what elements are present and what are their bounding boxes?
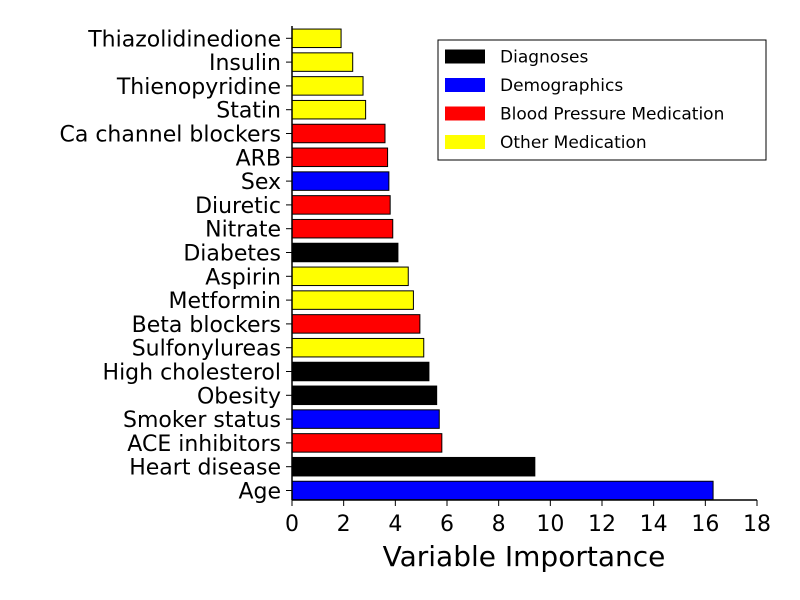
- category-label-nitrate: Nitrate: [205, 218, 281, 243]
- category-label-heart-disease: Heart disease: [129, 456, 281, 481]
- category-label-aspirin: Aspirin: [205, 265, 281, 290]
- category-label-high-cholesterol: High cholesterol: [103, 361, 281, 386]
- legend-label-demographics: Demographics: [500, 76, 623, 96]
- category-label-metformin: Metformin: [169, 289, 282, 314]
- bar-beta-blockers: [291, 314, 421, 334]
- category-label-smoker-status: Smoker status: [123, 408, 281, 433]
- category-label-arb: ARB: [236, 146, 281, 171]
- category-label-diabetes: Diabetes: [183, 242, 281, 267]
- x-tick-label: 2: [337, 512, 351, 537]
- legend-label-blood-pressure-medication: Blood Pressure Medication: [500, 105, 724, 125]
- legend: Diagnoses Demographics Blood Pressure Medi…: [437, 39, 767, 161]
- legend-label-diagnoses: Diagnoses: [500, 48, 589, 68]
- category-label-sex: Sex: [241, 170, 281, 195]
- bar-nitrate: [291, 218, 394, 239]
- bar-smoker-status: [291, 409, 440, 429]
- bar-diuretic: [291, 195, 391, 215]
- category-label-beta-blockers: Beta blockers: [132, 313, 281, 338]
- bar-thienopyridine: [291, 76, 364, 96]
- bar-obesity: [291, 385, 438, 406]
- bar-sulfonylureas: [291, 337, 425, 358]
- legend-swatch-demographics: [445, 78, 485, 92]
- bar-metformin: [291, 290, 414, 310]
- x-tick-label: 14: [640, 512, 668, 537]
- x-axis-ticks: 0 2 4 6 8 10 12 14 16 18: [285, 500, 771, 537]
- x-tick-label: 10: [536, 512, 564, 537]
- category-label-insulin: Insulin: [209, 51, 281, 76]
- x-axis-title: Variable Importance: [383, 540, 666, 573]
- bar-ace-inhibitors: [291, 433, 443, 453]
- x-tick-label: 16: [691, 512, 719, 537]
- bar-statin: [291, 99, 367, 120]
- category-label-ace-inhibitors: ACE inhibitors: [127, 432, 281, 457]
- category-label-statin: Statin: [216, 99, 281, 124]
- category-label-thiazolidinedione: Thiazolidinedione: [87, 27, 281, 52]
- x-tick-label: 8: [492, 512, 506, 537]
- category-label-obesity: Obesity: [197, 384, 281, 409]
- bar-arb: [291, 147, 389, 168]
- bar-high-cholesterol: [291, 361, 430, 382]
- bar-sex: [291, 171, 390, 191]
- legend-swatch-other-medication: [445, 135, 485, 149]
- x-tick-label: 0: [285, 512, 299, 537]
- bar-heart-disease: [291, 456, 536, 477]
- x-tick-label: 18: [743, 512, 771, 537]
- category-label-diuretic: Diuretic: [195, 194, 281, 219]
- x-tick-label: 4: [388, 512, 402, 537]
- legend-frame: [437, 39, 767, 161]
- category-label-thienopyridine: Thienopyridine: [116, 75, 281, 100]
- legend-swatch-diagnoses: [445, 49, 485, 64]
- bar-thiazolidinedione: [291, 28, 342, 49]
- bar-ca-channel-blockers: [291, 123, 386, 144]
- bar-aspirin: [291, 266, 409, 287]
- bar-age: [291, 480, 714, 501]
- legend-swatch-blood-pressure-medication: [445, 106, 485, 121]
- bar-diabetes: [291, 242, 399, 263]
- category-label-age: Age: [238, 480, 281, 505]
- legend-label-other-medication: Other Medication: [500, 133, 647, 153]
- x-tick-label: 6: [440, 512, 454, 537]
- category-label-ca-channel-blockers: Ca channel blockers: [59, 123, 281, 148]
- category-label-sulfonylureas: Sulfonylureas: [132, 337, 281, 362]
- x-tick-label: 12: [588, 512, 616, 537]
- bar-insulin: [291, 52, 354, 72]
